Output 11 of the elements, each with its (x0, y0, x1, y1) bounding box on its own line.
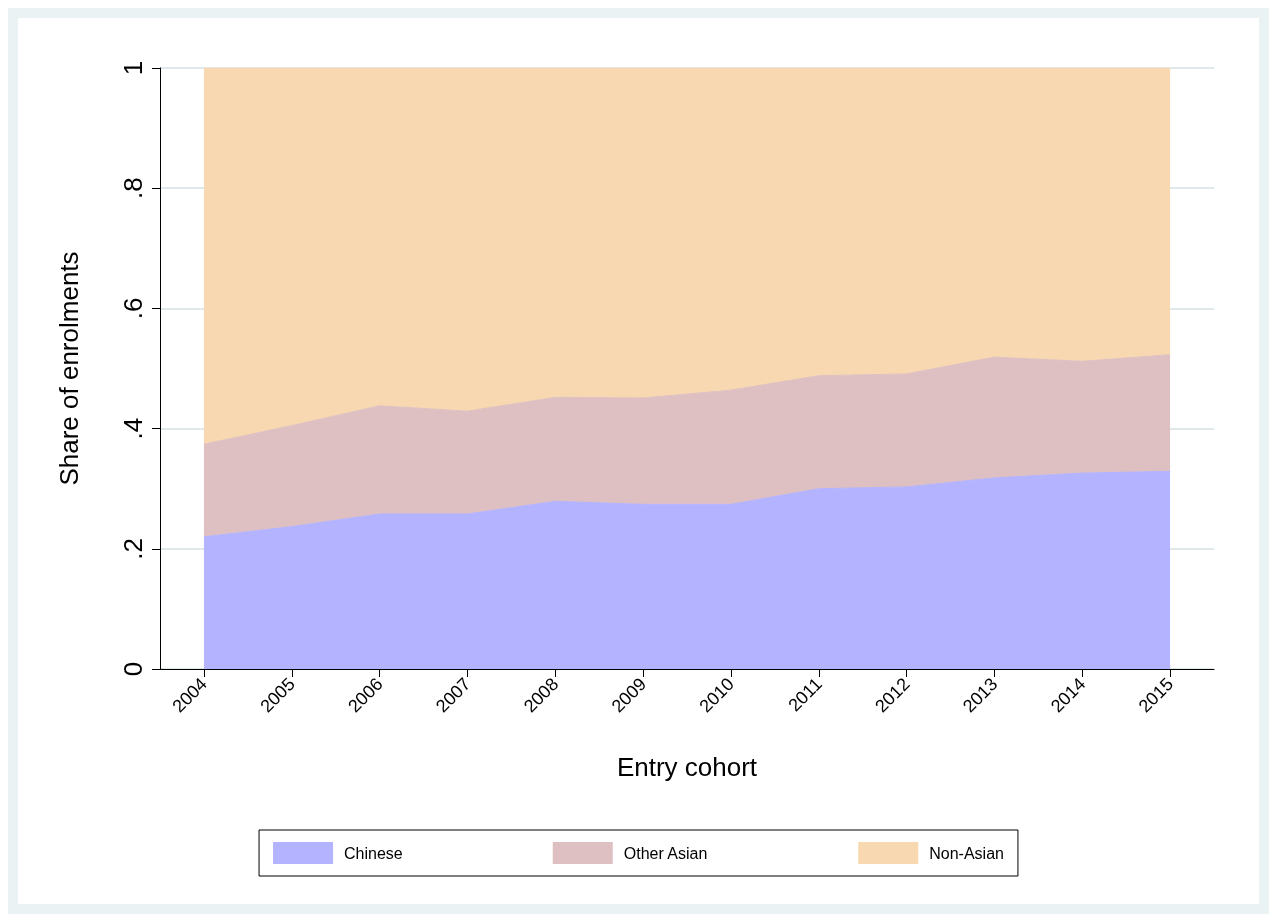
y-axis-title: Share of enrolments (54, 251, 84, 486)
legend-label: Chinese (344, 844, 403, 862)
x-axis-title: Entry cohort (616, 752, 758, 782)
legend-label: Non-Asian (929, 844, 1004, 862)
y-tick-label: .2 (118, 537, 148, 560)
y-tick-label: .4 (118, 417, 148, 440)
y-tick-label: 0 (118, 661, 148, 677)
legend-label: Other Asian (623, 844, 708, 862)
y-tick-label: 1 (118, 60, 148, 76)
y-tick-label: .8 (118, 177, 148, 200)
y-tick-label: .6 (118, 297, 148, 320)
